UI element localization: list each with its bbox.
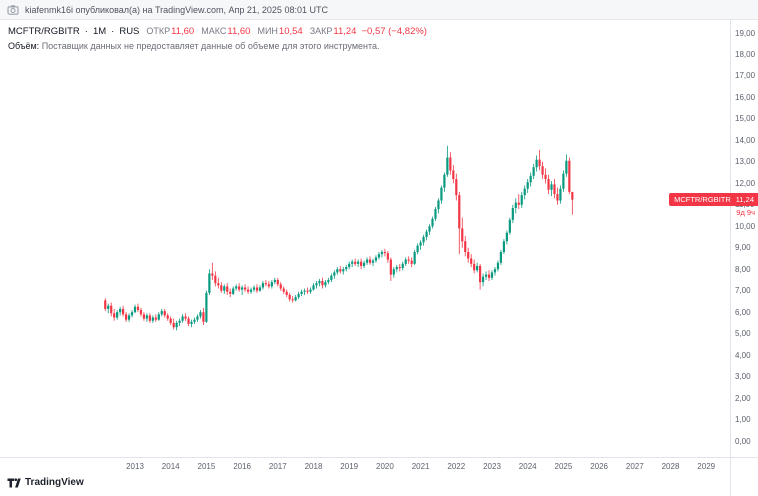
badge-price: 11,24 [735,195,754,204]
last-price-badge: MCFTR/RGBITR 11,24 [669,193,758,206]
ohlc-close: ЗАКР11,24 [310,26,357,37]
price-tick-label: 16,00 [735,92,756,102]
tradingview-brand[interactable]: TradingView [7,477,84,488]
price-axis-separator [730,20,731,496]
publish-bar: kiafenmk16i опубликовал(а) на TradingVie… [0,0,758,20]
bar-countdown: 9д 9ч [736,208,755,217]
price-tick-label: 18,00 [735,49,756,59]
year-tick-label: 2017 [268,462,287,471]
year-tick-label: 2029 [697,462,716,471]
legend-row-volume: Объём: Поставщик данных не предоставляет… [8,41,427,51]
open-value: 11,60 [171,26,195,37]
price-tick-label: 15,00 [735,114,756,124]
tradingview-brand-text: TradingView [25,477,84,488]
close-value: 11,24 [333,26,357,37]
price-tick-label: 0,00 [735,436,751,446]
year-tick-label: 2023 [483,462,501,471]
year-tick-label: 2022 [447,462,466,471]
ohlc-open: ОТКР11,60 [146,26,194,37]
camera-icon [7,4,19,16]
low-label: МИН [257,26,278,36]
price-axis[interactable]: 0,00 1,00 2,00 3,00 4,00 5,00 6,00 7,00 8,00 9,00… [0,0,758,457]
price-tick-label: 8,00 [735,264,751,274]
high-value: 11,60 [227,26,251,37]
year-tick-label: 2016 [233,462,251,471]
year-tick-label: 2020 [375,462,394,471]
ohlc-high: МАКС11,60 [201,26,250,37]
price-tick-label: 4,00 [735,350,751,360]
price-tick-label: 9,00 [735,243,751,253]
badge-symbol: MCFTR/RGBITR [674,195,731,204]
ohlc-low: МИН10,54 [257,26,302,37]
year-tick-label: 2019 [340,462,359,471]
year-tick-label: 2027 [625,462,644,471]
change-value: −0,57 (−4,82%) [361,26,427,37]
exchange-label: RUS [119,26,140,37]
year-tick-label: 2024 [518,462,537,471]
volume-message: Поставщик данных не предоставляет данные… [41,41,380,51]
year-tick-label: 2026 [590,462,608,471]
legend-row-main: MCFTR/RGBITR · 1M · RUS ОТКР11,60 МАКС11… [8,26,427,37]
price-tick-label: 2,00 [735,393,751,403]
time-axis[interactable]: 2013 2014 2015 2016 2017 2018 2019 2020 2021 2022… [0,0,730,496]
volume-label: Объём: [8,41,40,51]
year-tick-label: 2028 [661,462,680,471]
chart-legend: MCFTR/RGBITR · 1M · RUS ОТКР11,60 МАКС11… [8,26,427,51]
year-tick-label: 2025 [554,462,573,471]
year-tick-label: 2021 [411,462,430,471]
year-tick-label: 2014 [161,462,180,471]
year-tick-label: 2013 [126,462,144,471]
low-value: 10,54 [278,26,303,37]
price-tick-label: 3,00 [735,372,751,382]
high-label: МАКС [201,26,227,36]
close-label: ЗАКР [309,26,333,36]
symbol-title[interactable]: MCFTR/RGBITR [8,26,80,37]
year-tick-label: 2018 [304,462,323,471]
price-tick-label: 5,00 [735,329,751,339]
price-tick-label: 17,00 [735,71,756,81]
price-tick-label: 10,00 [735,221,756,231]
price-tick-label: 19,00 [735,28,756,38]
legend-separator: · [84,26,88,37]
price-tick-label: 13,00 [735,157,756,167]
price-tick-label: 7,00 [735,286,751,296]
price-tick-label: 1,00 [735,415,751,425]
price-tick-label: 6,00 [735,307,751,317]
price-tick-label: 12,00 [735,178,756,188]
publish-text: kiafenmk16i опубликовал(а) на TradingVie… [25,4,328,15]
tradingview-logo-icon [7,477,21,488]
legend-separator: · [111,26,115,37]
price-tick-label: 14,00 [735,135,756,145]
open-label: ОТКР [146,26,171,36]
time-axis-separator [0,457,758,458]
year-tick-label: 2015 [197,462,216,471]
timeframe-label: 1M [92,26,107,37]
